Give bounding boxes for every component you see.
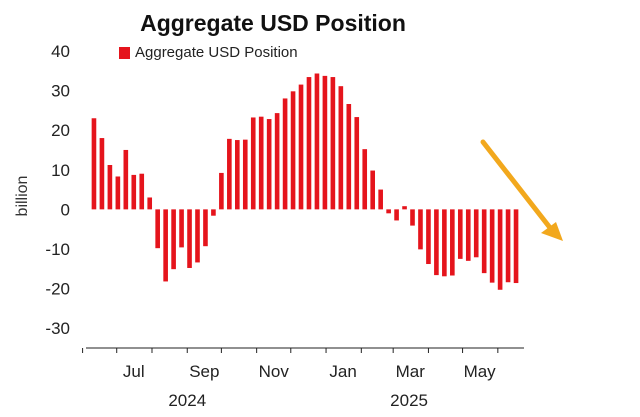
bar <box>91 118 97 210</box>
bar <box>290 91 296 210</box>
bar <box>195 209 200 263</box>
bar <box>418 209 423 250</box>
bar <box>497 209 503 290</box>
year-label: 2024 <box>168 391 206 410</box>
y-tick-label: 10 <box>51 161 70 180</box>
bar <box>235 140 240 210</box>
x-tick-label: Nov <box>259 362 290 381</box>
y-axis: -30 -20 -10 0 10 20 30 40 <box>45 42 70 338</box>
y-tick-label: -10 <box>45 240 70 259</box>
bar <box>314 73 320 210</box>
bar <box>465 209 471 261</box>
bar <box>123 149 129 210</box>
bars <box>91 73 519 290</box>
bar <box>250 117 256 210</box>
bar <box>242 139 248 210</box>
bar <box>163 209 168 282</box>
bar <box>139 173 145 210</box>
legend-label: Aggregate USD Position <box>135 44 298 61</box>
bar <box>410 209 415 226</box>
bar <box>274 113 280 210</box>
bar <box>219 172 224 210</box>
bar <box>434 209 439 276</box>
bar <box>370 170 375 210</box>
bar <box>131 174 137 210</box>
bar <box>179 209 184 248</box>
bar <box>187 209 192 268</box>
arrow-shaft <box>480 139 554 232</box>
bar <box>457 209 463 259</box>
bar <box>322 75 328 210</box>
bar <box>107 165 113 210</box>
bar <box>426 209 431 265</box>
y-tick-label: -20 <box>45 280 70 299</box>
bar <box>513 209 519 284</box>
bar <box>330 77 336 210</box>
bar <box>99 138 105 210</box>
bar <box>306 77 312 210</box>
trend-arrow-annotation <box>480 139 563 241</box>
bar <box>346 104 352 210</box>
y-tick-label: 0 <box>61 200 70 219</box>
bar <box>473 209 479 258</box>
bar <box>354 117 360 210</box>
y-tick-label: 30 <box>51 82 70 101</box>
bar <box>155 209 160 249</box>
x-tick-label: Jan <box>329 362 356 381</box>
bar <box>203 209 208 247</box>
year-label: 2025 <box>390 391 428 410</box>
bar <box>171 209 176 270</box>
x-tick-label: Sep <box>189 362 219 381</box>
x-axis: Jul Sep Nov Jan Mar May 2024 2025 <box>82 347 524 410</box>
bar <box>258 116 264 210</box>
y-tick-label: 40 <box>51 42 70 61</box>
bar <box>338 86 344 210</box>
bar <box>505 209 511 283</box>
bar <box>386 209 391 214</box>
y-tick-label: 20 <box>51 121 70 140</box>
bar <box>489 209 495 283</box>
bar <box>481 209 487 274</box>
bar <box>378 189 383 210</box>
bar <box>450 209 455 276</box>
bar <box>394 209 399 221</box>
x-tick-label: Mar <box>396 362 426 381</box>
bar <box>298 84 304 210</box>
bar <box>211 209 216 216</box>
legend: Aggregate USD Position <box>119 44 298 61</box>
bar <box>266 119 272 210</box>
bar <box>362 149 368 210</box>
y-tick-label: -30 <box>45 319 70 338</box>
bar <box>147 197 153 210</box>
bar <box>402 206 407 210</box>
bar <box>115 176 121 210</box>
bar <box>227 138 232 210</box>
bar <box>442 209 447 277</box>
arrow-head <box>541 222 563 241</box>
y-axis-label: billion <box>14 176 31 217</box>
legend-swatch <box>119 47 130 59</box>
bar <box>282 98 288 210</box>
x-tick-label: Jul <box>123 362 145 381</box>
chart-title: Aggregate USD Position <box>140 10 406 36</box>
x-tick-label: May <box>464 362 497 381</box>
